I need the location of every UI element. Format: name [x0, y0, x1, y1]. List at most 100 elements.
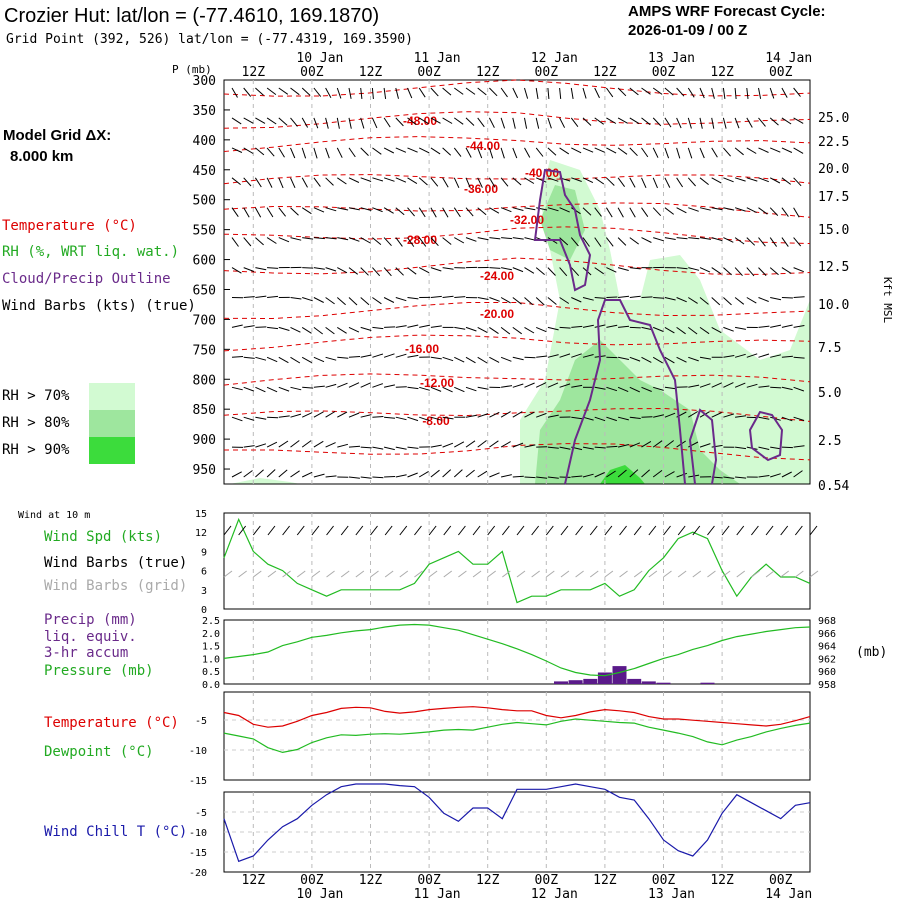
wind-barb-108: [348, 147, 356, 158]
wind-barb-7: [313, 87, 322, 97]
wind-barb-584: [758, 416, 770, 420]
wind-barb-607: [454, 441, 465, 448]
wind-barb-284: [688, 237, 700, 240]
wind-barb-379: [653, 297, 665, 299]
wind-barb-282: [664, 237, 676, 240]
wind-barb-311: [430, 267, 442, 272]
wind-barb-37: [664, 87, 674, 96]
wind-barb-122: [512, 147, 518, 159]
top-hour-label-5: 00Z: [535, 65, 559, 80]
wind-barb-440: [793, 325, 805, 328]
wind-barb-497: [313, 385, 325, 388]
height-tick-label-10: 0.54: [818, 479, 849, 494]
top-day-label-1: 11 Jan: [414, 51, 461, 66]
wind-barb-445: [278, 356, 289, 364]
wind-barb-571: [606, 416, 617, 422]
wind-barb-569: [582, 416, 594, 421]
temperature-contour-label-5: -28.00: [403, 233, 437, 247]
wind-barb-146: [793, 147, 804, 154]
wind-barb-549: [348, 412, 360, 418]
legend-precip: Precip (mm): [44, 612, 137, 628]
wind-barb-23: [500, 87, 508, 98]
wind-barb-581: [723, 413, 735, 418]
wind-barb-489: [793, 356, 805, 359]
surface-grid-barb-4: [282, 570, 291, 578]
wind-barb-103: [290, 147, 296, 159]
wind-barb-291: [769, 237, 778, 247]
wind-barb-198: [254, 207, 262, 218]
wind-barb-297: [267, 267, 279, 269]
wind-barb-404: [372, 326, 384, 330]
wind-barb-208: [372, 207, 383, 213]
wind-barb-172: [524, 177, 535, 184]
wind-barb-84: [641, 117, 651, 126]
wind-barb-461: [465, 356, 476, 364]
wind-barb-260: [407, 237, 415, 247]
wind-barb-650: [384, 476, 396, 478]
wind-barb-610: [489, 440, 499, 448]
precip-ytick-0: 2.5: [202, 616, 220, 627]
wind-barb-42: [722, 87, 726, 99]
wind-barb-375: [606, 296, 618, 298]
wind-barb-274: [570, 237, 579, 247]
wind-barb-217: [477, 207, 487, 216]
wind-barb-547: [325, 411, 336, 418]
wind-barb-466: [524, 356, 536, 359]
pressure-tick-label-1: 350: [193, 104, 216, 119]
wind-barb-620: [606, 445, 618, 448]
wind-barb-241: [758, 207, 768, 215]
surface-grid-barb-1: [238, 570, 247, 578]
surface-grid-barb-39: [795, 570, 804, 578]
wind-barb-212: [418, 207, 426, 218]
wind-barb-582: [735, 415, 747, 418]
wind-barb-554: [407, 416, 419, 422]
surface-wind-barb-30: [663, 525, 671, 536]
surface-grid-barb-23: [560, 570, 570, 578]
wind-barb-396: [278, 326, 290, 331]
wind-barb-454: [383, 353, 395, 358]
wind-barb-426: [629, 326, 641, 329]
wind-barb-135: [664, 147, 670, 159]
wind-barb-55: [301, 117, 309, 128]
wind-barb-431: [687, 326, 698, 335]
wind-barb-631: [735, 446, 747, 450]
wind-barb-406: [395, 325, 407, 328]
wind-barb-668: [594, 472, 605, 478]
wind-barb-370: [547, 297, 557, 305]
wind-barb-360: [430, 295, 442, 298]
wind-barb-402: [348, 326, 360, 333]
wind-barb-62: [383, 117, 391, 128]
surface-grid-barb-31: [677, 570, 687, 578]
wind-barb-265: [465, 237, 477, 242]
wind-barb-235: [688, 207, 699, 212]
wind-barb-149: [254, 177, 262, 188]
pressure-tick-label-0: 300: [193, 74, 216, 89]
wind-barb-279: [629, 237, 639, 245]
wind-barb-126: [559, 147, 570, 155]
wind-barb-9: [336, 87, 342, 99]
wind-barb-174: [547, 177, 559, 182]
height-tick-label-1: 22.5: [818, 135, 849, 150]
wind-barb-285: [699, 237, 711, 240]
wind-barb-672: [641, 469, 651, 478]
temperature-contour-2: [223, 136, 811, 152]
wind-barb-493: [266, 386, 278, 393]
temperature-contour-label-1: -44.00: [466, 139, 500, 153]
surface-grid-barb-10: [370, 570, 379, 578]
top-hour-label-9: 00Z: [769, 65, 793, 80]
wind-speed-ytick-1: 3: [201, 586, 207, 597]
wind-barb-463: [489, 356, 500, 363]
wind-barb-464: [500, 356, 512, 362]
model-grid-value: 8.000 km: [10, 148, 74, 165]
wind-barb-214: [442, 207, 449, 218]
wind-barb-190: [734, 177, 746, 182]
wind-barb-590: [255, 443, 267, 448]
bottom-day-label-1: 11 Jan: [414, 887, 461, 900]
surface-wind-barb-25: [589, 525, 598, 536]
legend-wind-barbs: Wind Barbs (kts) (true): [2, 298, 196, 314]
wind-barb-674: [664, 471, 675, 478]
wind-barb-318: [512, 267, 524, 273]
wind-barb-524: [629, 386, 641, 393]
temperature-contour-8: [223, 334, 811, 352]
wind-barb-633: [758, 446, 770, 450]
